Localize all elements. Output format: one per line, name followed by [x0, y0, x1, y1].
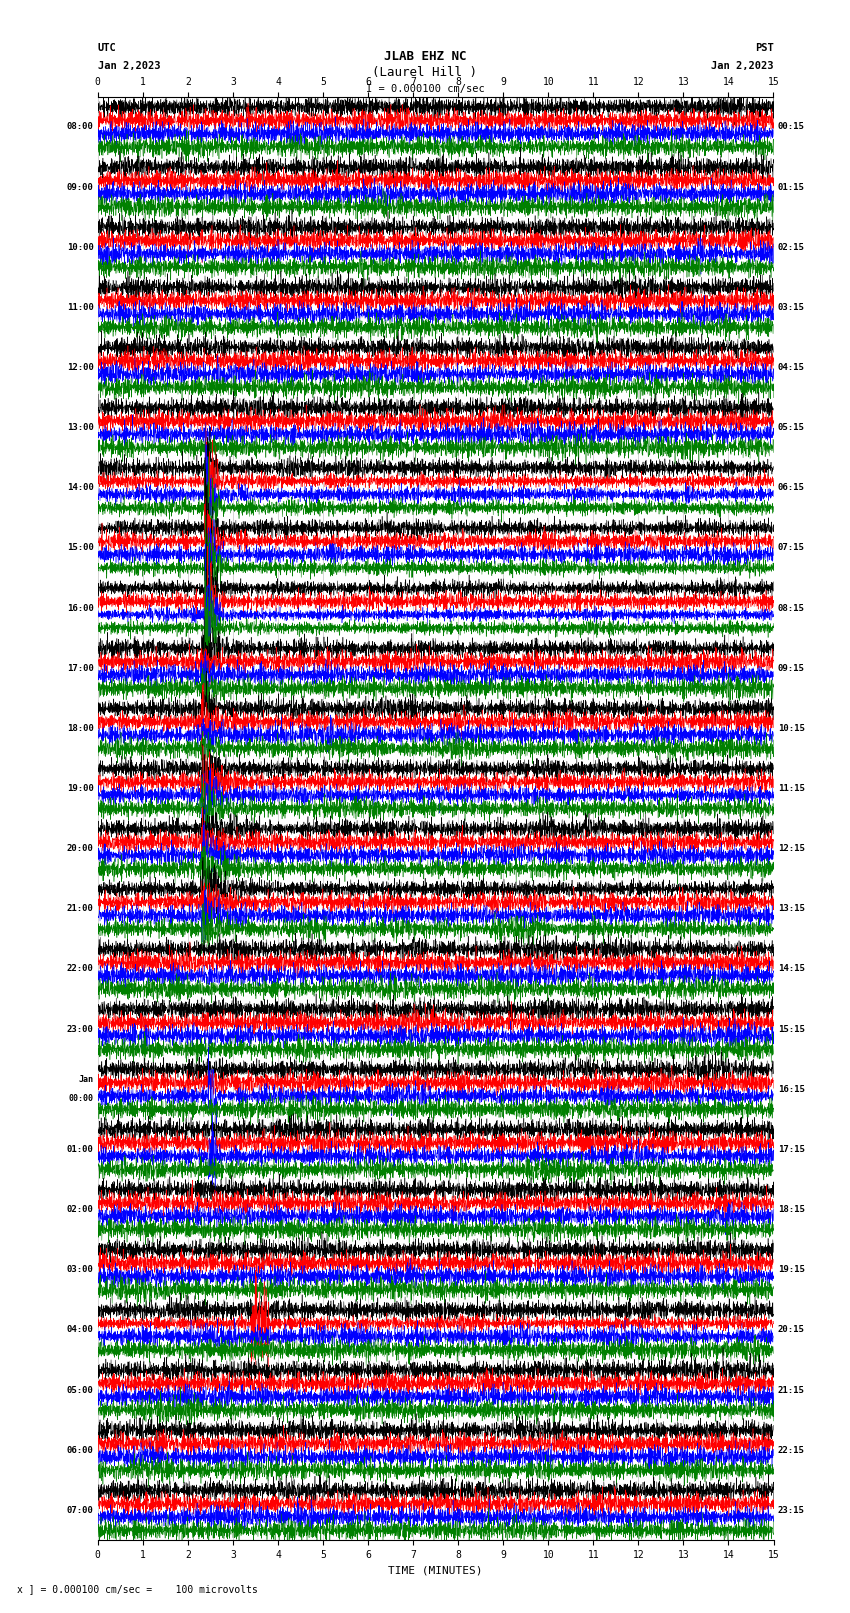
- Text: 05:00: 05:00: [66, 1386, 94, 1395]
- Text: Jan 2,2023: Jan 2,2023: [98, 61, 161, 71]
- Text: 01:00: 01:00: [66, 1145, 94, 1153]
- Text: 02:00: 02:00: [66, 1205, 94, 1215]
- Text: 00:00: 00:00: [69, 1094, 94, 1103]
- Text: 12:15: 12:15: [778, 844, 805, 853]
- Text: 13:00: 13:00: [66, 423, 94, 432]
- Text: 07:15: 07:15: [778, 544, 805, 552]
- Text: 16:00: 16:00: [66, 603, 94, 613]
- Text: x ] = 0.000100 cm/sec =    100 microvolts: x ] = 0.000100 cm/sec = 100 microvolts: [17, 1584, 258, 1594]
- Text: 17:15: 17:15: [778, 1145, 805, 1153]
- Text: 18:15: 18:15: [778, 1205, 805, 1215]
- Text: 21:00: 21:00: [66, 905, 94, 913]
- Text: 08:15: 08:15: [778, 603, 805, 613]
- Text: JLAB EHZ NC: JLAB EHZ NC: [383, 50, 467, 63]
- Text: 23:15: 23:15: [778, 1507, 805, 1515]
- Text: 04:15: 04:15: [778, 363, 805, 373]
- Text: 15:15: 15:15: [778, 1024, 805, 1034]
- Text: 09:15: 09:15: [778, 663, 805, 673]
- Text: 14:00: 14:00: [66, 484, 94, 492]
- Text: 20:00: 20:00: [66, 844, 94, 853]
- Text: 06:15: 06:15: [778, 484, 805, 492]
- Text: Jan: Jan: [78, 1076, 94, 1084]
- Text: UTC: UTC: [98, 44, 116, 53]
- Text: 03:00: 03:00: [66, 1265, 94, 1274]
- Text: 05:15: 05:15: [778, 423, 805, 432]
- Text: 10:00: 10:00: [66, 242, 94, 252]
- Text: 02:15: 02:15: [778, 242, 805, 252]
- Text: 07:00: 07:00: [66, 1507, 94, 1515]
- Text: 13:15: 13:15: [778, 905, 805, 913]
- Text: 06:00: 06:00: [66, 1445, 94, 1455]
- X-axis label: TIME (MINUTES): TIME (MINUTES): [388, 1566, 483, 1576]
- Text: 21:15: 21:15: [778, 1386, 805, 1395]
- Text: 15:00: 15:00: [66, 544, 94, 552]
- Text: 08:00: 08:00: [66, 123, 94, 131]
- Text: 22:15: 22:15: [778, 1445, 805, 1455]
- Text: 22:00: 22:00: [66, 965, 94, 974]
- Text: 00:15: 00:15: [778, 123, 805, 131]
- Text: 19:00: 19:00: [66, 784, 94, 794]
- Text: 10:15: 10:15: [778, 724, 805, 732]
- Text: 11:00: 11:00: [66, 303, 94, 311]
- Text: 19:15: 19:15: [778, 1265, 805, 1274]
- Text: 04:00: 04:00: [66, 1326, 94, 1334]
- Text: 23:00: 23:00: [66, 1024, 94, 1034]
- Text: 11:15: 11:15: [778, 784, 805, 794]
- Text: PST: PST: [755, 44, 774, 53]
- Text: Jan 2,2023: Jan 2,2023: [711, 61, 774, 71]
- Text: 16:15: 16:15: [778, 1086, 805, 1094]
- Text: 01:15: 01:15: [778, 182, 805, 192]
- Text: 18:00: 18:00: [66, 724, 94, 732]
- Text: I = 0.000100 cm/sec: I = 0.000100 cm/sec: [366, 84, 484, 94]
- Text: (Laurel Hill ): (Laurel Hill ): [372, 66, 478, 79]
- Text: 12:00: 12:00: [66, 363, 94, 373]
- Text: 20:15: 20:15: [778, 1326, 805, 1334]
- Text: 09:00: 09:00: [66, 182, 94, 192]
- Text: 17:00: 17:00: [66, 663, 94, 673]
- Text: 03:15: 03:15: [778, 303, 805, 311]
- Text: 14:15: 14:15: [778, 965, 805, 974]
